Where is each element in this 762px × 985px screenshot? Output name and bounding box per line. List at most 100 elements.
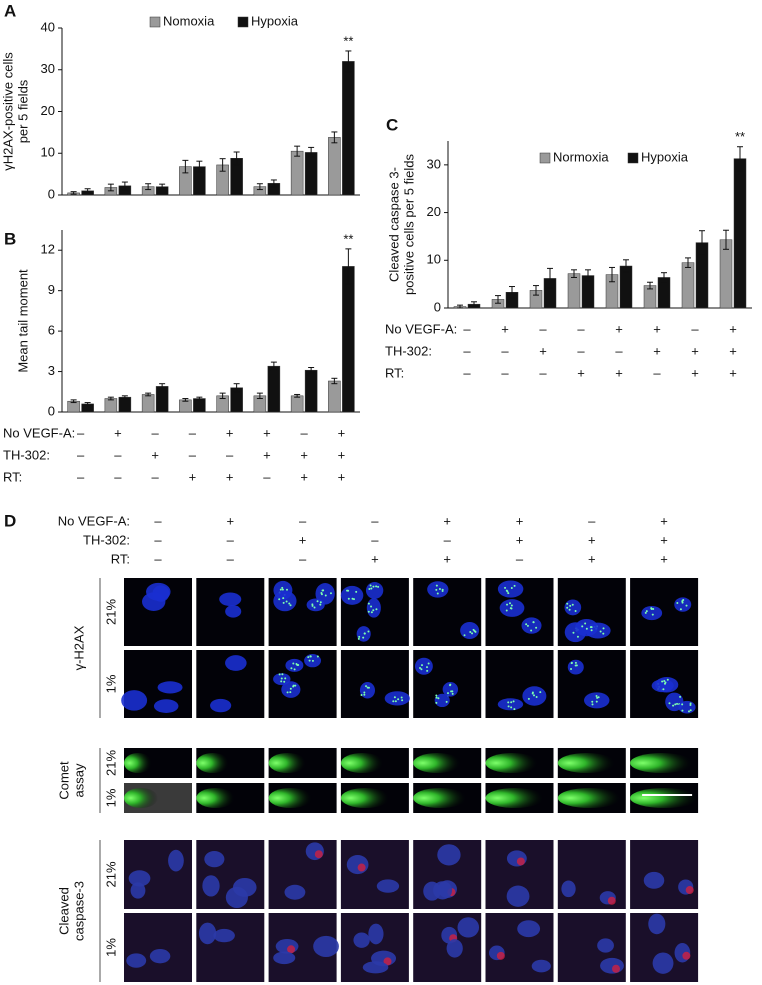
- focus: [644, 611, 647, 614]
- condition-value: –: [299, 551, 307, 566]
- focus: [674, 703, 677, 706]
- nucleus: [362, 961, 389, 974]
- condition-value: +: [516, 513, 524, 528]
- focus: [663, 682, 666, 685]
- focus: [280, 677, 283, 680]
- condition-value: +: [226, 469, 234, 484]
- focus: [590, 629, 593, 632]
- error-bar: [233, 151, 240, 166]
- condition-value: +: [501, 321, 509, 336]
- focus: [681, 709, 684, 712]
- nucleus: [366, 598, 381, 618]
- error-bar: [623, 259, 629, 273]
- condition-value: –: [301, 425, 309, 440]
- error-bar: [196, 396, 203, 401]
- focus: [289, 687, 292, 690]
- group-label: Cleaved: [56, 887, 71, 935]
- condition-value: –: [77, 469, 85, 484]
- focus: [367, 602, 370, 605]
- nucleus: [128, 870, 151, 887]
- error-bar: [609, 266, 615, 283]
- error-bar: [308, 146, 315, 158]
- comet: [630, 753, 694, 773]
- nucleus: [285, 658, 304, 672]
- condition-name: No VEGF-A:: [3, 425, 75, 440]
- condition-value: +: [577, 365, 585, 380]
- nucleus: [517, 920, 541, 938]
- focus: [420, 668, 423, 671]
- focus: [311, 603, 314, 606]
- focus: [368, 588, 371, 591]
- condition-value: +: [227, 513, 235, 528]
- condition-value: +: [114, 425, 122, 440]
- comet: [485, 753, 539, 773]
- nucleus: [437, 844, 461, 866]
- focus: [311, 604, 314, 607]
- y-tick-label: 12: [41, 242, 55, 257]
- error-bar: [270, 361, 277, 371]
- nucleus: [652, 952, 674, 974]
- focus: [512, 700, 515, 703]
- error-bar: [159, 383, 166, 390]
- nucleus: [531, 959, 551, 973]
- focus: [316, 655, 319, 658]
- focus: [650, 607, 653, 610]
- error-bar: [233, 383, 240, 393]
- nucleus: [365, 582, 384, 599]
- comet: [340, 753, 384, 773]
- focus: [510, 607, 513, 610]
- focus: [309, 655, 312, 658]
- focus: [316, 600, 319, 603]
- bar: [567, 273, 581, 309]
- bar: [155, 386, 169, 413]
- condition-name: RT:: [3, 469, 22, 484]
- error-bar: [571, 269, 577, 278]
- nucleus: [306, 598, 325, 612]
- focus: [507, 701, 510, 704]
- condition-value: +: [226, 425, 234, 440]
- group-label: Comet: [56, 761, 71, 800]
- micrograph: [268, 840, 337, 909]
- annotation: **: [343, 33, 353, 48]
- condition-value: +: [588, 551, 596, 566]
- error-bar: [196, 160, 203, 173]
- nucleus: [641, 605, 663, 621]
- focus: [279, 588, 282, 591]
- focus: [319, 603, 322, 606]
- condition-name: TH-302:: [385, 343, 432, 358]
- focus: [280, 680, 283, 683]
- bar: [733, 158, 747, 309]
- condition-value: +: [729, 365, 737, 380]
- nucleus: [384, 691, 410, 706]
- nucleus: [414, 657, 433, 675]
- condition-value: +: [189, 469, 197, 484]
- bar: [304, 152, 318, 196]
- focus: [571, 603, 574, 606]
- focus: [363, 632, 366, 635]
- focus: [351, 597, 354, 600]
- error-bar: [294, 393, 301, 398]
- condition-value: –: [371, 532, 379, 547]
- focus: [595, 694, 598, 697]
- stain: [682, 951, 691, 960]
- condition-value: –: [463, 343, 471, 358]
- nucleus: [376, 879, 400, 893]
- group-label: assay: [71, 763, 86, 797]
- condition-value: –: [615, 343, 623, 358]
- focus: [363, 693, 366, 696]
- focus: [585, 627, 588, 630]
- error-bar: [331, 131, 338, 144]
- bar: [290, 395, 304, 413]
- nucleus: [346, 855, 369, 875]
- comet: [196, 753, 230, 773]
- nucleus: [561, 880, 576, 898]
- y-axis-label: Cleaved caspase 3-: [386, 167, 401, 282]
- condition-value: –: [516, 551, 524, 566]
- annotation: **: [735, 129, 745, 144]
- focus: [283, 680, 286, 683]
- focus: [367, 686, 370, 689]
- condition-value: +: [729, 343, 737, 358]
- comet: [630, 788, 700, 808]
- y-tick-label: 6: [48, 323, 55, 338]
- nucleus: [442, 682, 459, 697]
